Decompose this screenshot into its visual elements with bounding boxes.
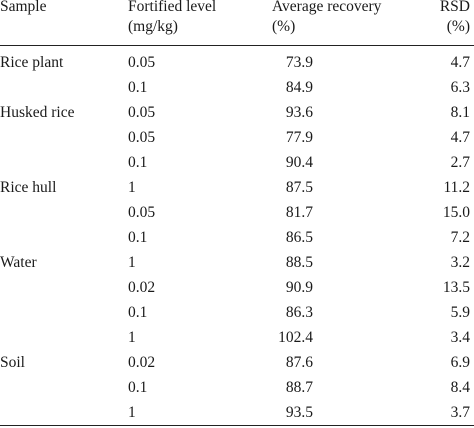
average-recovery-cell: 93.6 (285, 104, 313, 121)
header-sample-label: Sample (0, 0, 47, 15)
rsd-cell: 7.2 (450, 229, 470, 246)
fortified-level-cell: 1 (128, 329, 136, 346)
table-row: 0.05 81.7 15.0 (0, 201, 474, 225)
header-level-line1: Fortified level (128, 0, 217, 15)
average-recovery-cell: 86.5 (285, 229, 313, 246)
sample-cell: Water (0, 254, 37, 271)
fortified-level-cell: 1 (128, 254, 136, 271)
average-recovery-cell: 84.9 (285, 79, 313, 96)
bottom-rule (0, 425, 474, 426)
fortified-level-cell: 0.02 (128, 279, 156, 296)
header-rule (0, 45, 474, 46)
rsd-cell: 6.9 (450, 354, 470, 371)
table-row: 0.1 84.9 6.3 (0, 76, 474, 100)
table-row: 1 102.4 3.4 (0, 326, 474, 350)
fortified-level-cell: 0.1 (128, 229, 148, 246)
table-row: Rice hull 1 87.5 11.2 (0, 176, 474, 200)
table-row: 1 93.5 3.7 (0, 401, 474, 425)
table-row: Husked rice 0.05 93.6 8.1 (0, 101, 474, 125)
sample-cell: Rice hull (0, 179, 57, 196)
average-recovery-cell: 87.6 (285, 354, 313, 371)
fortified-level-cell: 0.05 (128, 204, 156, 221)
fortified-level-cell: 0.1 (128, 304, 148, 321)
table-row: 0.1 86.5 7.2 (0, 226, 474, 250)
average-recovery-cell: 88.7 (285, 379, 313, 396)
header-rsd-line1: RSD (439, 0, 470, 15)
table-row: 0.1 90.4 2.7 (0, 151, 474, 175)
table-row: Rice plant 0.05 73.9 4.7 (0, 51, 474, 75)
header-fortified-level: Fortified level (mg/kg) (128, 0, 216, 37)
rsd-cell: 6.3 (450, 79, 470, 96)
average-recovery-cell: 73.9 (285, 54, 313, 71)
average-recovery-cell: 102.4 (278, 329, 313, 346)
rsd-cell: 13.5 (442, 279, 470, 296)
sample-cell: Husked rice (0, 104, 75, 121)
rsd-cell: 4.7 (450, 54, 470, 71)
table-header: Sample Fortified level (mg/kg) Average r… (0, 0, 474, 44)
average-recovery-cell: 81.7 (285, 204, 313, 221)
rsd-cell: 4.7 (450, 129, 470, 146)
average-recovery-cell: 86.3 (285, 304, 313, 321)
header-recovery-line1: Average recovery (272, 0, 382, 15)
fortified-level-cell: 0.1 (128, 379, 148, 396)
rsd-cell: 8.1 (450, 104, 470, 121)
rsd-cell: 3.4 (450, 329, 470, 346)
fortified-level-cell: 0.05 (128, 104, 156, 121)
fortified-level-cell: 0.1 (128, 79, 148, 96)
header-rsd-line2: (%) (446, 18, 470, 35)
table-row: 0.02 90.9 13.5 (0, 276, 474, 300)
table-row: 0.1 86.3 5.9 (0, 301, 474, 325)
header-rsd: RSD (%) (440, 0, 470, 37)
fortified-level-cell: 0.02 (128, 354, 156, 371)
table-row: Water 1 88.5 3.2 (0, 251, 474, 275)
fortified-level-cell: 0.1 (128, 154, 148, 171)
table-row: 0.1 88.7 8.4 (0, 376, 474, 400)
sample-cell: Rice plant (0, 54, 64, 71)
header-recovery-line2: (%) (272, 18, 296, 35)
fortified-level-cell: 0.05 (128, 129, 156, 146)
table-row: 0.05 77.9 4.7 (0, 126, 474, 150)
fortified-level-cell: 1 (128, 404, 136, 421)
rsd-cell: 5.9 (450, 304, 470, 321)
average-recovery-cell: 90.9 (285, 279, 313, 296)
rsd-cell: 8.4 (450, 379, 470, 396)
average-recovery-cell: 77.9 (285, 129, 313, 146)
header-level-line2: (mg/kg) (128, 18, 178, 35)
fortified-level-cell: 0.05 (128, 54, 156, 71)
header-sample: Sample (0, 0, 47, 17)
rsd-cell: 3.2 (450, 254, 470, 271)
rsd-cell: 11.2 (443, 179, 470, 196)
rsd-cell: 15.0 (442, 204, 470, 221)
rsd-cell: 3.7 (450, 404, 470, 421)
fortified-level-cell: 1 (128, 179, 136, 196)
sample-cell: Soil (0, 354, 25, 371)
rsd-cell: 2.7 (450, 154, 470, 171)
table-row: Soil 0.02 87.6 6.9 (0, 351, 474, 375)
header-average-recovery: Average recovery (%) (272, 0, 381, 37)
average-recovery-cell: 88.5 (285, 254, 313, 271)
average-recovery-cell: 87.5 (285, 179, 313, 196)
average-recovery-cell: 90.4 (285, 154, 313, 171)
average-recovery-cell: 93.5 (285, 404, 313, 421)
